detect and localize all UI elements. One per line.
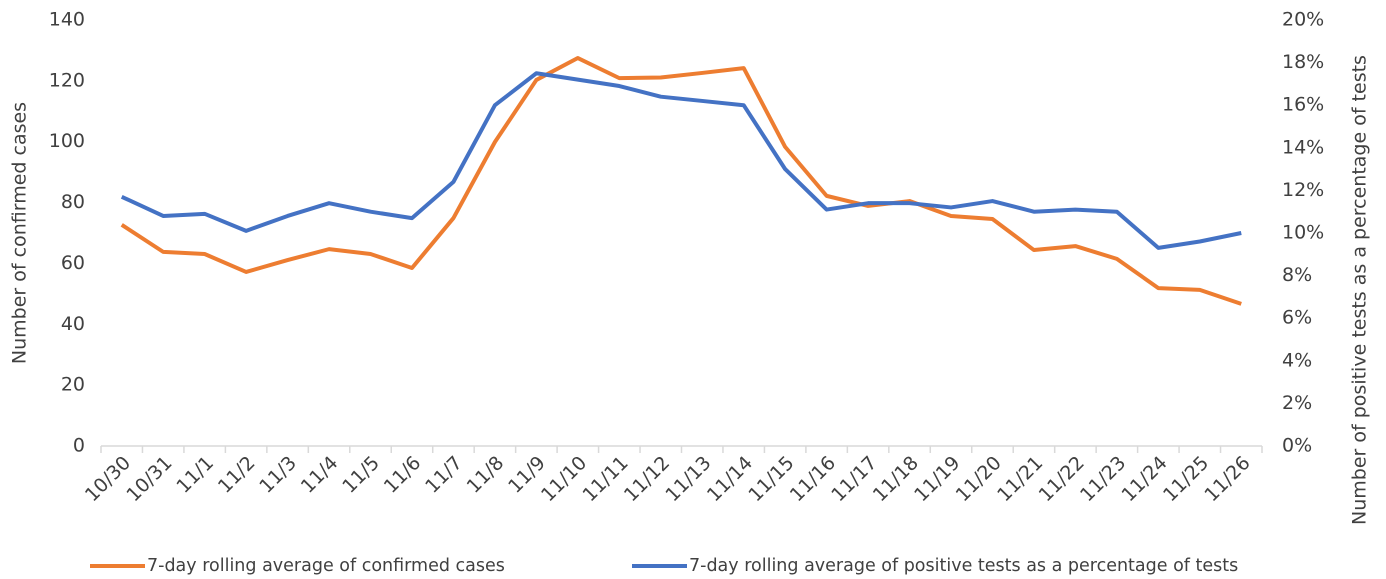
x-tick-label: 11/2 [214,452,260,498]
y-tick-label: 120 [49,69,85,91]
x-tick-label: 11/3 [255,452,301,498]
y2-tick-label: 2% [1282,392,1312,414]
y2-axis-title: Number of positive tests as a percentage… [1349,55,1371,525]
x-tick-label: 11/8 [463,452,509,498]
legend-label: 7-day rolling average of positive tests … [689,556,1238,576]
y2-tick-label: 18% [1282,51,1324,73]
y-tick-label: 0 [73,435,85,457]
y2-tick-label: 0% [1282,435,1312,457]
x-tick-label: 11/11 [578,452,632,506]
y-tick-label: 60 [61,252,85,274]
x-tick-label: 11/12 [620,452,674,506]
x-tick-label: 11/23 [1076,452,1130,506]
y2-tick-label: 16% [1282,94,1324,116]
y2-tick-label: 20% [1282,9,1324,31]
x-tick-label: 11/24 [1117,452,1171,506]
x-tick-label: 11/7 [421,452,467,498]
x-tick-label: 11/20 [952,452,1006,506]
x-tick-label: 11/22 [1035,452,1089,506]
x-tick-label: 11/26 [1200,452,1254,506]
y-tick-label: 140 [49,9,85,31]
x-tick-label: 11/1 [172,452,218,498]
x-tick-label: 11/25 [1159,452,1213,506]
y2-tick-label: 10% [1282,222,1324,244]
y2-tick-label: 12% [1282,179,1324,201]
x-tick-label: 11/6 [380,452,426,498]
x-tick-label: 11/19 [910,452,964,506]
series-line [120,71,1242,250]
y-tick-label: 40 [61,313,85,335]
x-tick-label: 11/5 [338,452,384,498]
y2-tick-label: 14% [1282,136,1324,158]
y-axis-title: Number of confirmed cases [9,102,31,364]
y2-tick-label: 8% [1282,264,1312,286]
x-tick-label: 11/15 [744,452,798,506]
x-tick-label: 11/18 [869,452,923,506]
x-tick-label: 11/4 [297,452,343,498]
legend-label: 7-day rolling average of confirmed cases [147,556,505,576]
x-tick-label: 11/10 [537,452,591,506]
y2-tick-label: 6% [1282,307,1312,329]
y-tick-label: 100 [49,130,85,152]
legend: 7-day rolling average of confirmed cases… [90,556,1238,576]
x-tick-label: 11/16 [786,452,840,506]
y2-tick-label: 4% [1282,349,1312,371]
x-tick-label: 10/30 [81,452,135,506]
x-tick-label: 11/13 [661,452,715,506]
series-line [120,56,1242,306]
x-tick-label: 11/14 [703,452,757,506]
y-tick-label: 80 [61,191,85,213]
x-tick-label: 11/21 [993,452,1047,506]
x-tick-label: 10/31 [122,452,176,506]
x-tick-label: 11/17 [827,452,881,506]
y-tick-label: 20 [61,374,85,396]
